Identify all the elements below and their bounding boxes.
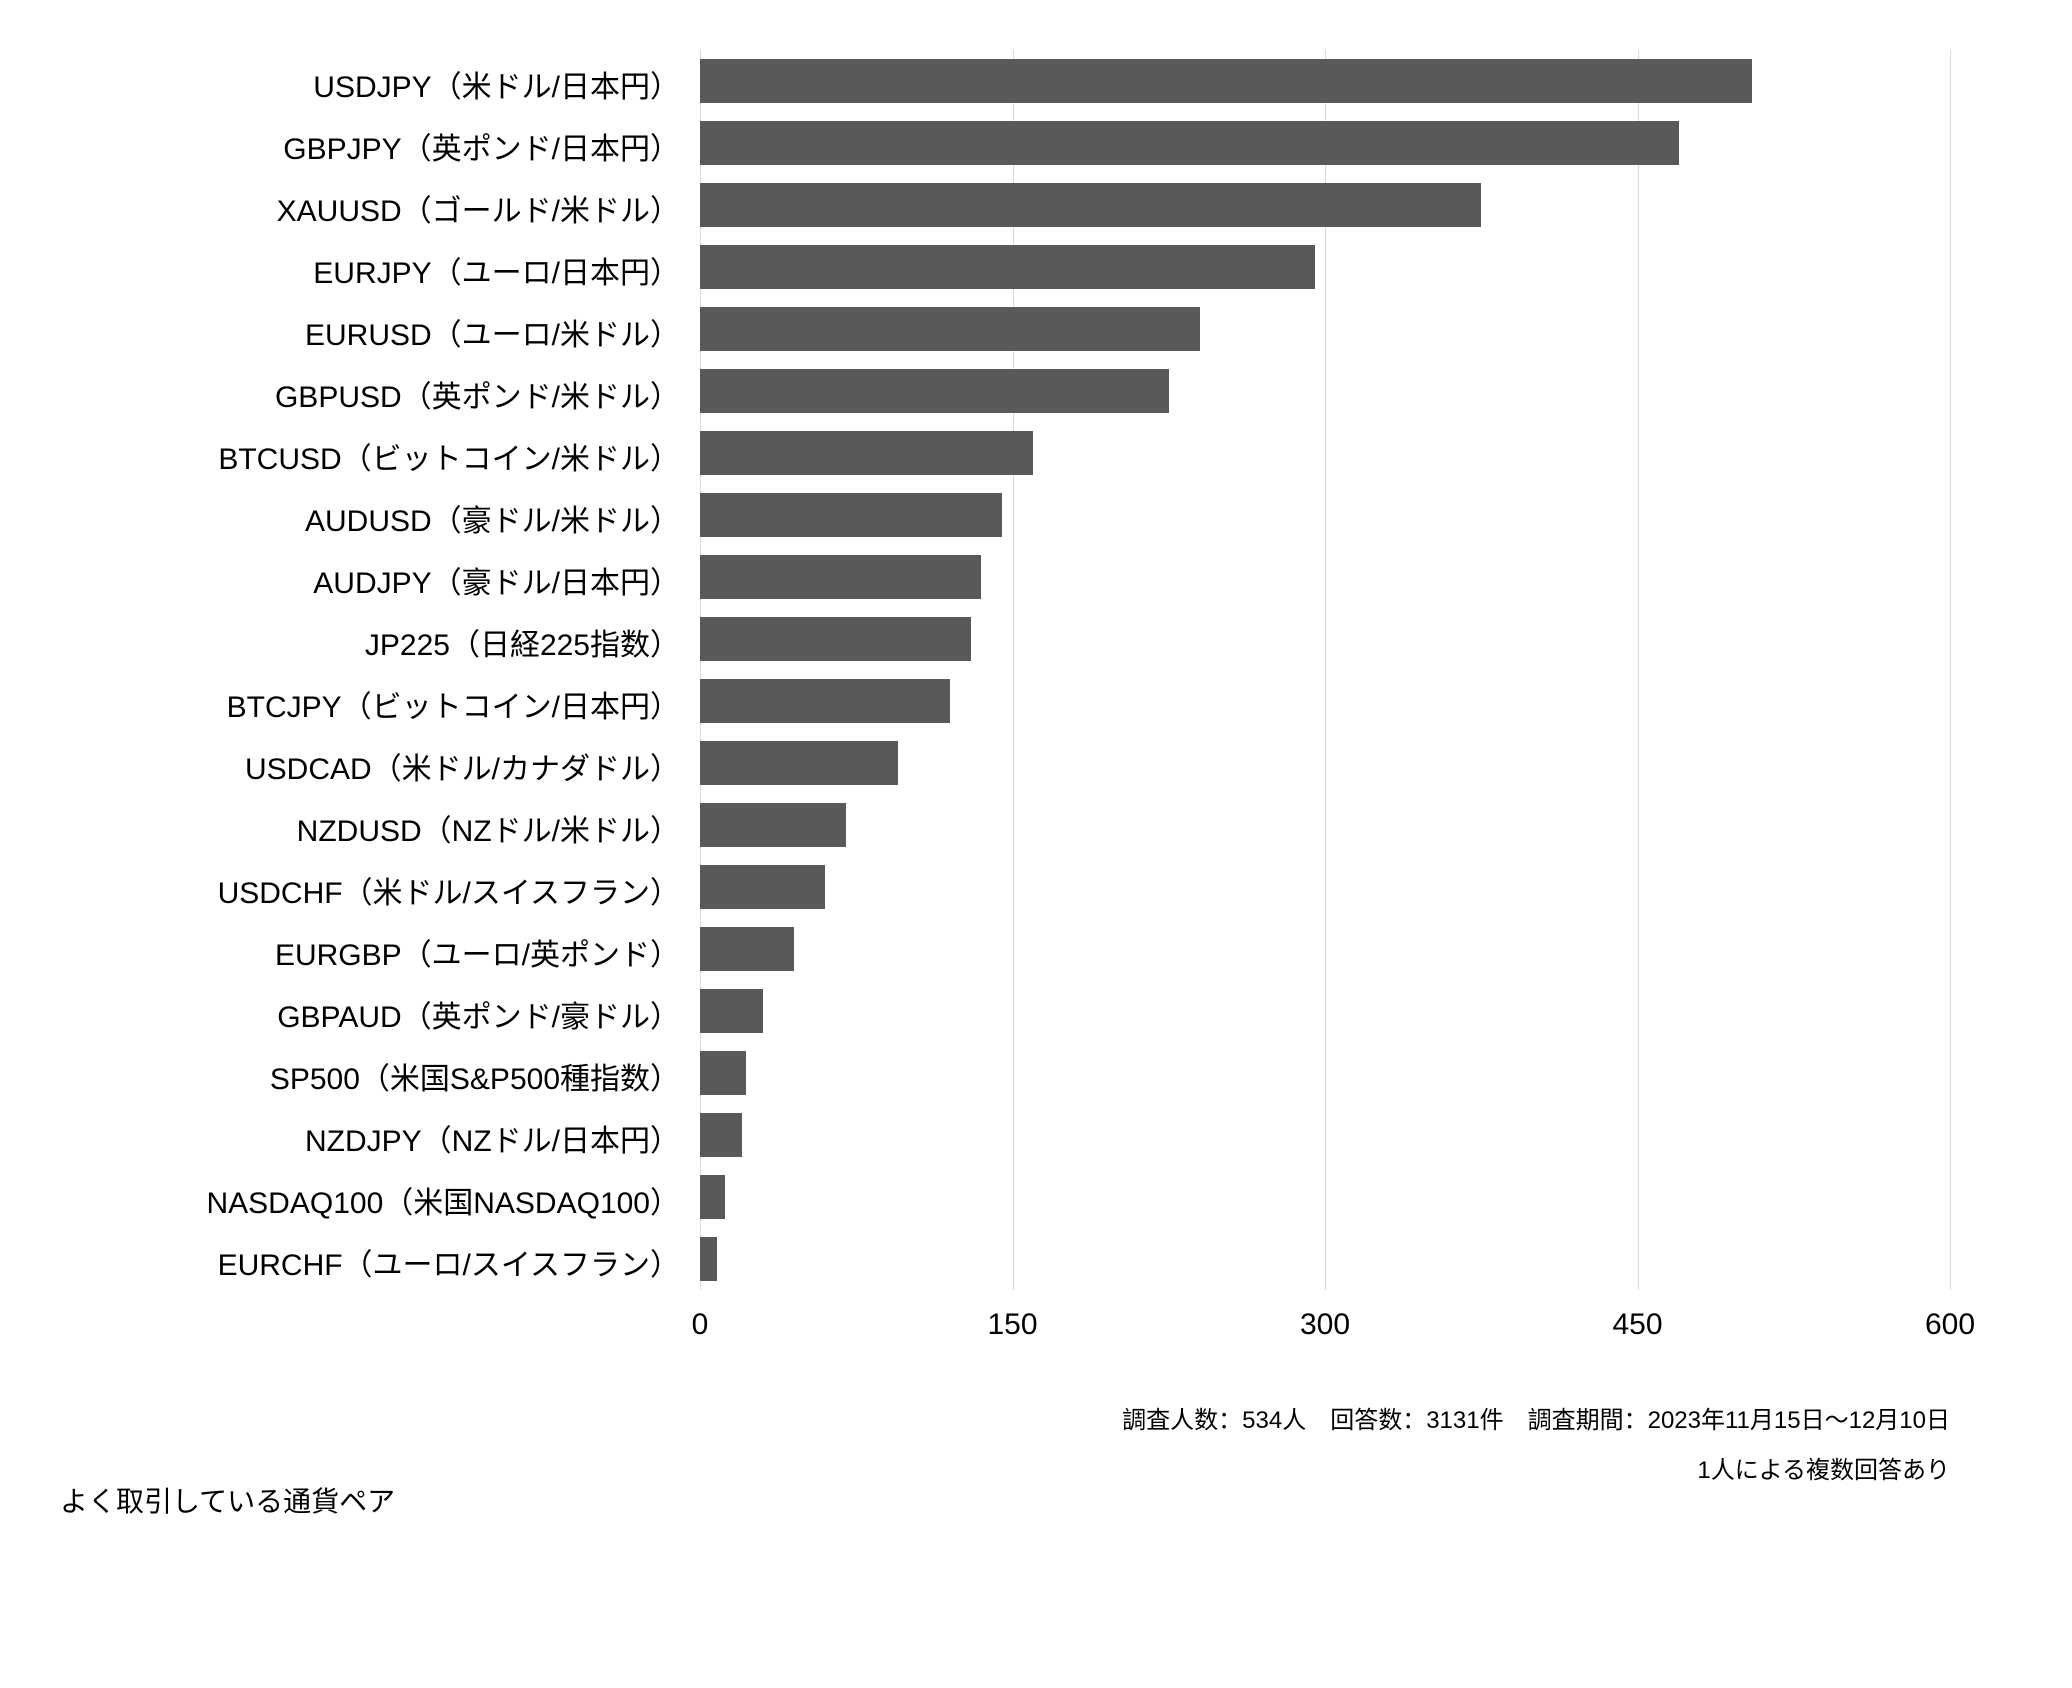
bar xyxy=(700,617,971,660)
chart-caption: よく取引している通貨ペア xyxy=(60,1480,395,1520)
x-tick-label: 300 xyxy=(1300,1308,1350,1342)
bar xyxy=(700,1051,746,1094)
bar xyxy=(700,555,981,598)
survey-meta-line-1: 調査人数：534人 回答数：3131件 調査期間：2023年11月15日〜12月… xyxy=(1122,1400,1950,1435)
y-category-label: EURCHF（ユーロ/スイスフラン） xyxy=(218,1240,680,1284)
y-category-label: AUDJPY（豪ドル/日本円） xyxy=(313,558,680,602)
y-category-label: JP225（日経225指数） xyxy=(365,620,680,664)
bar xyxy=(700,183,1481,226)
gridline xyxy=(1950,50,1951,1290)
survey-meta-line-2: 1人による複数回答あり xyxy=(1697,1450,1950,1485)
gridline xyxy=(1638,50,1639,1290)
bar xyxy=(700,1113,742,1156)
bar xyxy=(700,803,846,846)
bar xyxy=(700,1175,725,1218)
chart-container: USDJPY（米ドル/日本円） GBPJPY（英ポンド/日本円） XAUUSD（ゴー… xyxy=(0,0,2072,1688)
y-category-label: USDJPY（米ドル/日本円） xyxy=(313,62,680,106)
bar xyxy=(700,927,794,970)
gridline xyxy=(1325,50,1326,1290)
y-category-label: NZDJPY（NZドル/日本円） xyxy=(305,1116,680,1160)
bar xyxy=(700,679,950,722)
y-category-label: GBPUSD（英ポンド/米ドル） xyxy=(275,372,680,416)
x-tick-label: 150 xyxy=(987,1308,1037,1342)
gridline xyxy=(1013,50,1014,1290)
bar xyxy=(700,493,1002,536)
bar xyxy=(700,1237,717,1280)
y-category-label: XAUUSD（ゴールド/米ドル） xyxy=(277,186,680,230)
bar xyxy=(700,121,1679,164)
bar xyxy=(700,989,763,1032)
bar xyxy=(700,369,1169,412)
bar xyxy=(700,59,1752,102)
y-category-label: GBPAUD（英ポンド/豪ドル） xyxy=(277,992,680,1036)
y-category-label: SP500（米国S&P500種指数） xyxy=(270,1054,680,1098)
y-category-label: USDCAD（米ドル/カナダドル） xyxy=(245,744,680,788)
gridline xyxy=(700,50,701,1290)
bar xyxy=(700,307,1200,350)
x-tick-label: 450 xyxy=(1612,1308,1662,1342)
y-category-label: NZDUSD（NZドル/米ドル） xyxy=(297,806,680,850)
y-category-label: NASDAQ100（米国NASDAQ100） xyxy=(207,1178,681,1222)
y-category-label: GBPJPY（英ポンド/日本円） xyxy=(283,124,680,168)
y-category-label: EURUSD（ユーロ/米ドル） xyxy=(305,310,680,354)
y-category-label: AUDUSD（豪ドル/米ドル） xyxy=(305,496,680,540)
bar xyxy=(700,741,898,784)
y-category-label: EURJPY（ユーロ/日本円） xyxy=(313,248,680,292)
y-category-label: EURGBP（ユーロ/英ポンド） xyxy=(275,930,680,974)
x-tick-label: 0 xyxy=(692,1308,709,1342)
y-category-label: BTCJPY（ビットコイン/日本円） xyxy=(227,682,680,726)
bar xyxy=(700,865,825,908)
bar xyxy=(700,431,1033,474)
x-tick-label: 600 xyxy=(1925,1308,1975,1342)
y-category-label: BTCUSD（ビットコイン/米ドル） xyxy=(218,434,680,478)
plot-area xyxy=(700,50,1950,1290)
bar xyxy=(700,245,1315,288)
y-category-label: USDCHF（米ドル/スイスフラン） xyxy=(218,868,680,912)
